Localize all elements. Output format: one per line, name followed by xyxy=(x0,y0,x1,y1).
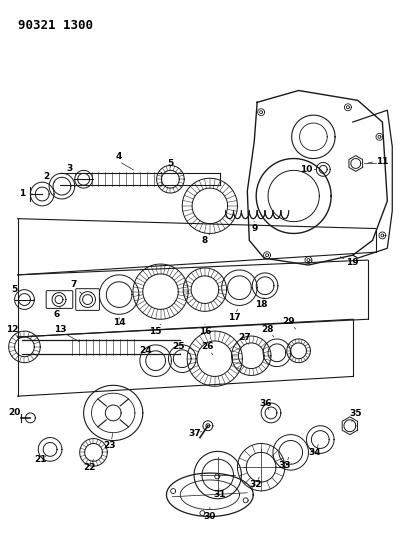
Text: 23: 23 xyxy=(103,441,115,450)
Text: 13: 13 xyxy=(54,325,66,334)
Text: 18: 18 xyxy=(255,300,267,309)
Text: 35: 35 xyxy=(349,409,362,418)
Text: 31: 31 xyxy=(213,490,226,499)
Text: 29: 29 xyxy=(283,317,295,326)
Text: 6: 6 xyxy=(54,310,60,319)
Text: 26: 26 xyxy=(202,342,214,351)
Text: 10: 10 xyxy=(300,165,313,174)
Text: 3: 3 xyxy=(67,164,73,173)
Text: 22: 22 xyxy=(83,463,96,472)
Text: 12: 12 xyxy=(6,325,19,334)
Text: 21: 21 xyxy=(34,455,47,464)
Text: 90321 1300: 90321 1300 xyxy=(18,19,93,32)
Text: 19: 19 xyxy=(347,257,359,266)
Text: 20: 20 xyxy=(8,408,21,417)
Text: 5: 5 xyxy=(167,159,174,168)
Text: 7: 7 xyxy=(70,280,77,289)
Text: 30: 30 xyxy=(204,512,216,521)
Text: 5: 5 xyxy=(12,285,18,294)
Text: 24: 24 xyxy=(139,346,152,356)
Text: 11: 11 xyxy=(376,157,389,166)
Text: 14: 14 xyxy=(113,318,125,327)
Text: 25: 25 xyxy=(172,342,185,351)
Text: 4: 4 xyxy=(116,152,122,161)
Text: 36: 36 xyxy=(260,399,272,408)
Text: 27: 27 xyxy=(238,333,251,342)
Text: 8: 8 xyxy=(202,236,208,245)
Text: 2: 2 xyxy=(43,172,49,181)
Text: 32: 32 xyxy=(249,480,261,489)
Text: 16: 16 xyxy=(199,327,211,336)
Text: 28: 28 xyxy=(261,325,273,334)
Text: 34: 34 xyxy=(308,448,321,457)
Text: 15: 15 xyxy=(149,327,162,336)
Text: 17: 17 xyxy=(228,313,241,322)
Text: 37: 37 xyxy=(189,429,201,438)
Text: 9: 9 xyxy=(251,224,258,233)
Text: 33: 33 xyxy=(279,461,291,470)
Text: 1: 1 xyxy=(20,189,25,198)
